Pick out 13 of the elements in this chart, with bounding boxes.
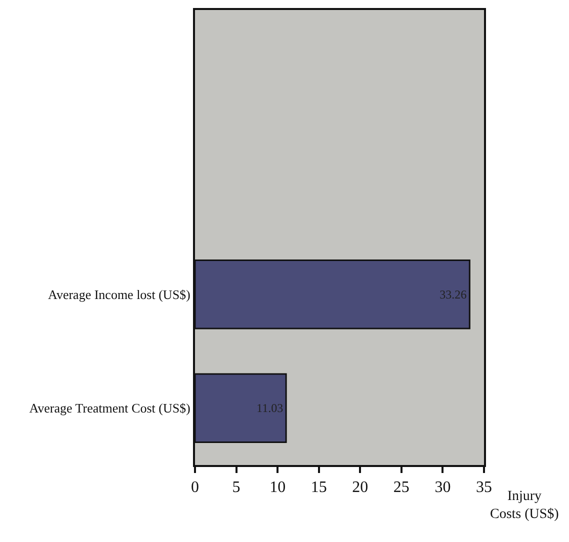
x-axis-title: Injury Costs (US$) [490, 489, 560, 522]
x-tick-label: 25 [393, 479, 410, 496]
x-tick-label: 20 [352, 479, 368, 496]
data-label: 33.26 [440, 287, 467, 302]
x-tick-label: 35 [476, 479, 492, 496]
y-tick-label: Average Treatment Cost (US$) [29, 400, 190, 416]
x-tick-label: 10 [270, 479, 286, 496]
data-label: 11.03 [256, 401, 284, 416]
y-tick-label: Average Income lost (US$) [48, 286, 190, 302]
x-tick-label: 5 [232, 479, 240, 496]
x-tick-label: 15 [310, 479, 327, 496]
x-tick-label: 0 [191, 479, 199, 496]
x-tick-label: 30 [434, 479, 451, 496]
